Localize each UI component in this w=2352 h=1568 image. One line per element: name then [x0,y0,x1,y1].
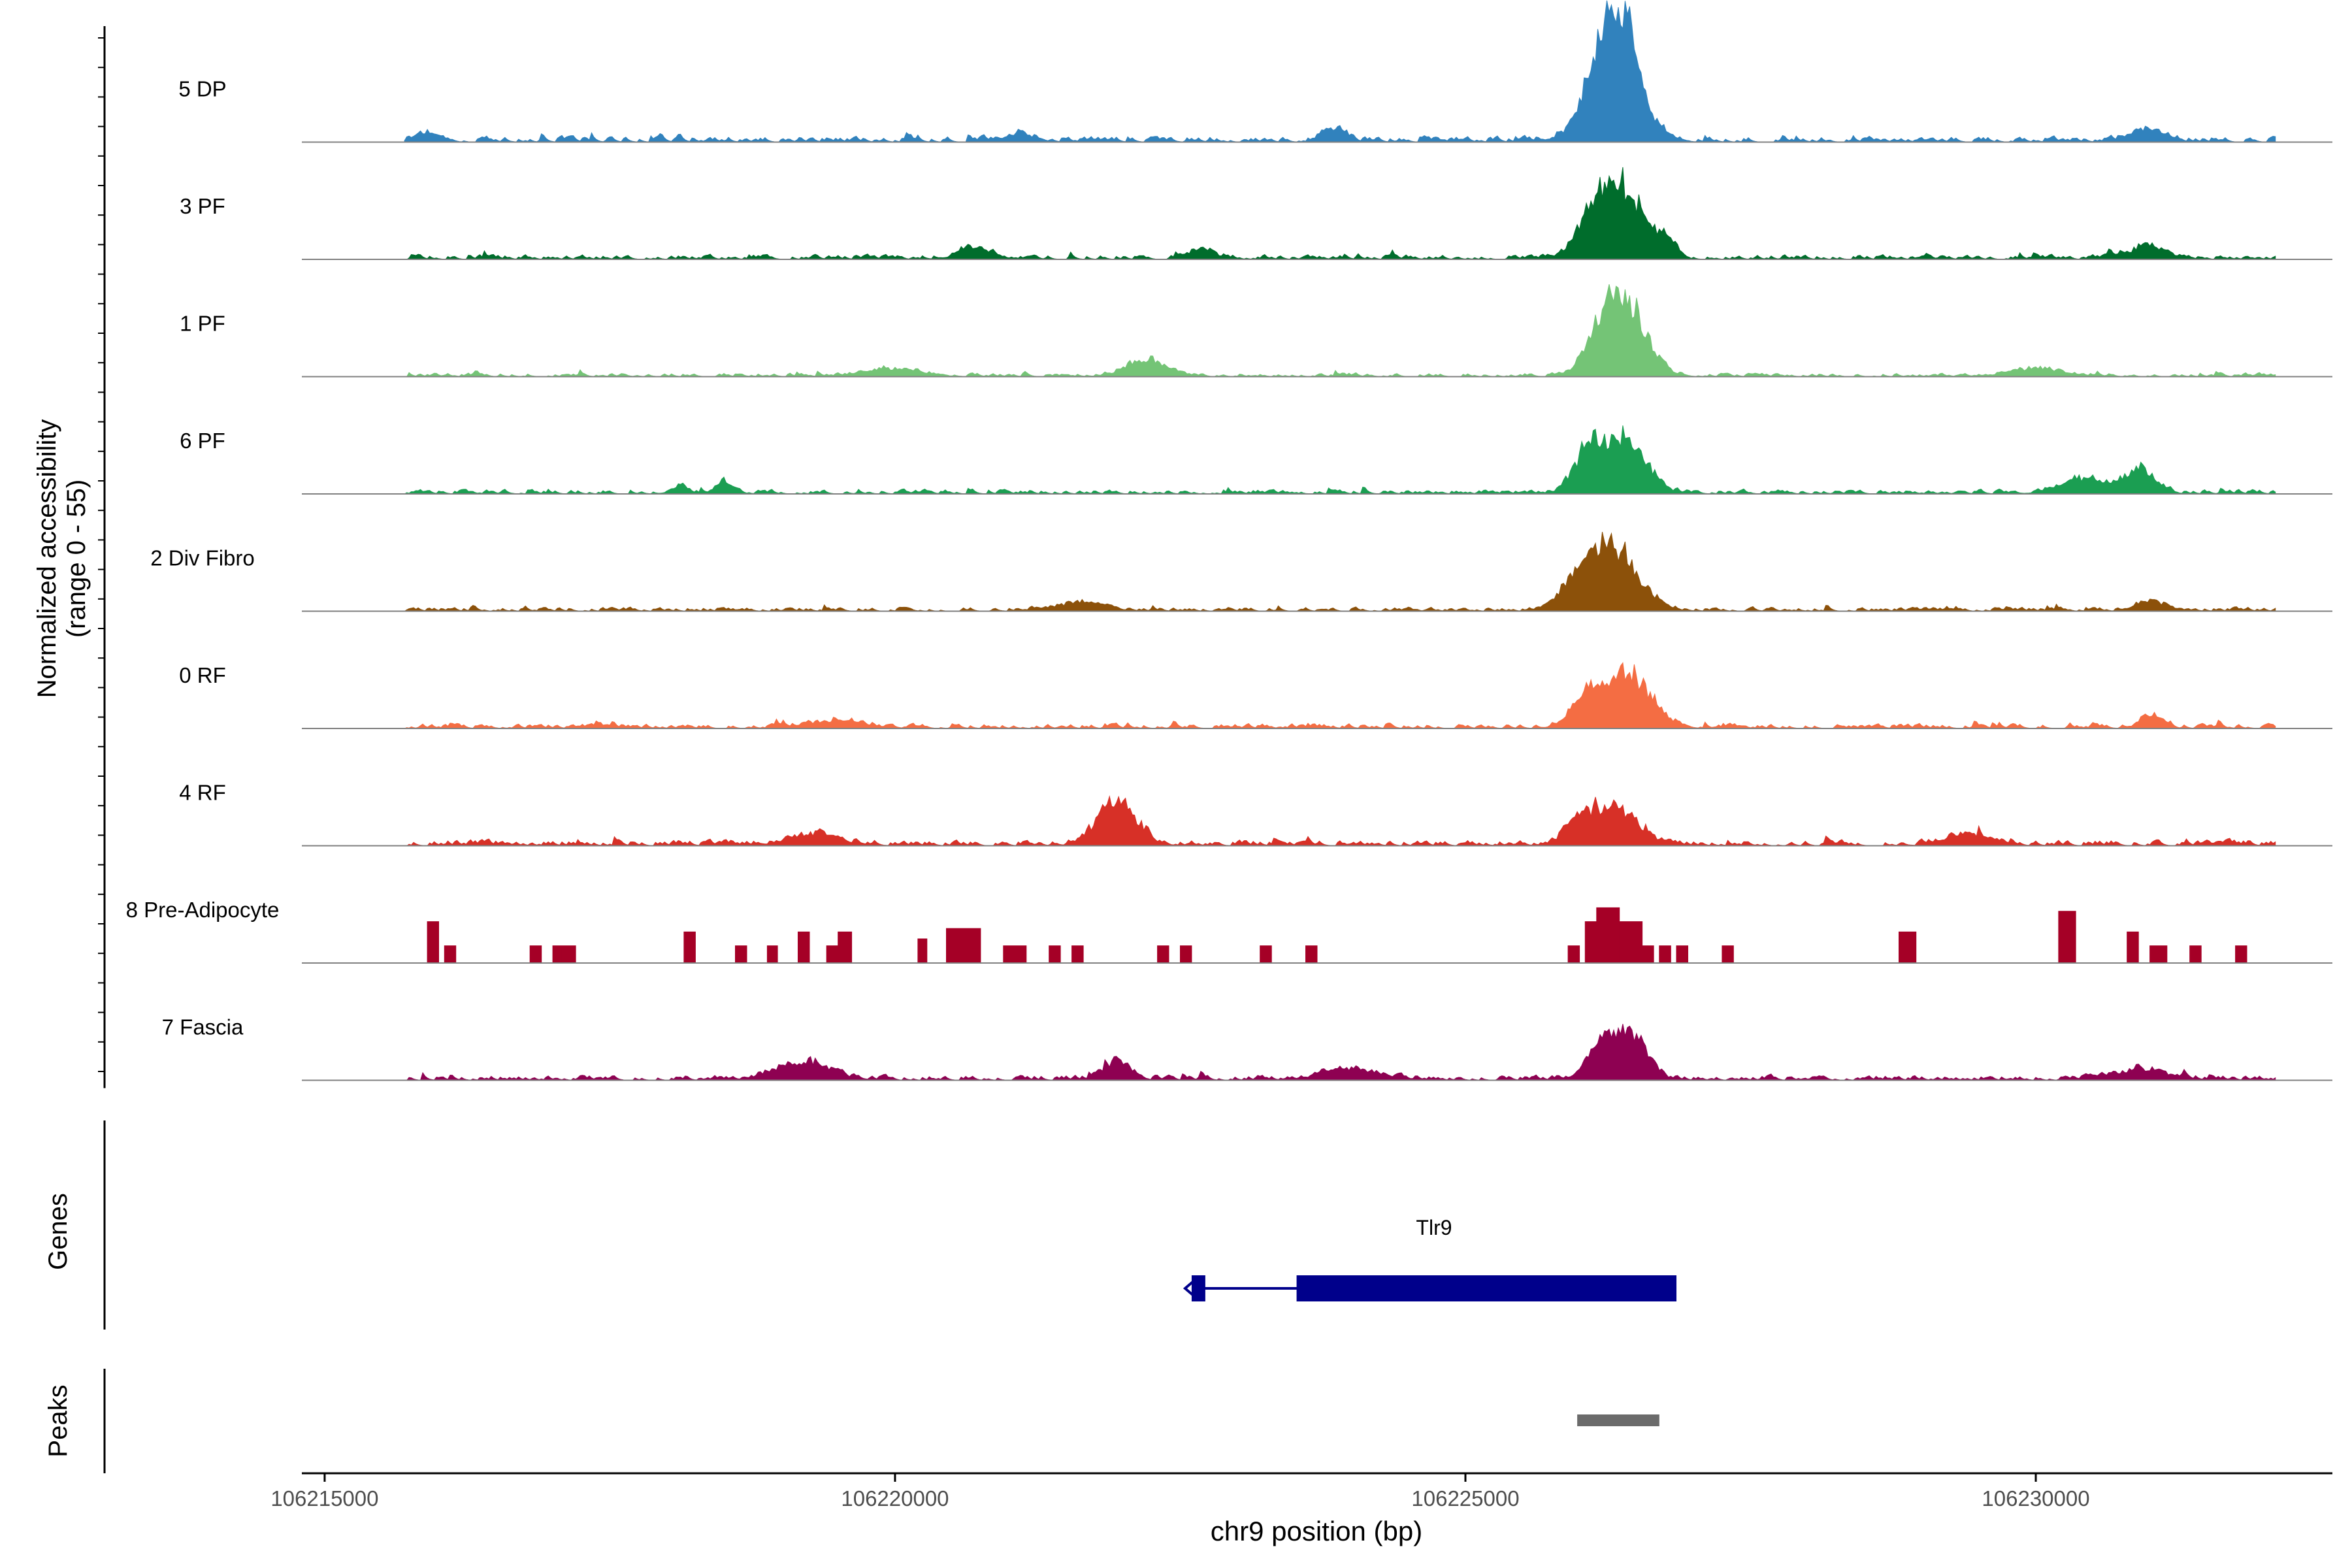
track-label: 0 RF [179,663,226,687]
genes-panel-label: Genes [44,1193,73,1270]
track-4-rf: 4 RF [179,781,2332,847]
y-axis-label-range: (range 0 - 55) [62,480,91,638]
coverage-area [404,662,2276,729]
track-8-pre-adipocyte: 8 Pre-Adipocyte [126,898,2332,964]
track-1-pf: 1 PF [180,284,2332,378]
gene-name-label: Tlr9 [1416,1216,1452,1239]
peak-region [1577,1414,1659,1426]
coverage-area [403,532,2276,612]
coverage-area [404,0,2276,142]
track-label: 8 Pre-Adipocyte [126,898,280,922]
coverage-area [404,167,2276,260]
coverage-tracks: 5 DP 3 PF 1 PF 6 PF 2 Div Fibro 0 RF 4 RF 8 Pre… [98,0,2332,1088]
track-label: 7 Fascia [162,1015,244,1039]
track-label: 5 DP [178,77,226,101]
coverage-area [404,795,2276,846]
peaks-panel-label: Peaks [44,1384,73,1457]
gene-exon [1296,1275,1677,1301]
x-tick-label: 106225000 [1411,1486,1519,1511]
track-label: 6 PF [180,429,225,453]
x-axis: 106215000 106220000 106225000 106230000 [270,1472,2332,1511]
track-label: 4 RF [179,781,226,805]
track-3-pf: 3 PF [180,167,2332,260]
y-axis-label: Normalized accessibility [33,419,61,698]
x-tick-label: 106220000 [841,1486,949,1511]
x-axis-label: chr9 position (bp) [1211,1516,1423,1546]
coverage-area [403,425,2276,495]
track-label: 1 PF [180,312,225,336]
coverage-area [404,907,2276,964]
track-2-div-fibro: 2 Div Fibro [150,532,2332,612]
track-7-fascia: 7 Fascia [162,1015,2332,1081]
track-label: 2 Div Fibro [150,546,255,570]
gene-exon [1191,1275,1205,1301]
track-5-dp: 5 DP [178,0,2332,143]
track-6-pf: 6 PF [180,425,2332,495]
coverage-area [404,284,2276,378]
coverage-area [404,1024,2276,1081]
x-tick-label: 106230000 [1982,1486,2089,1511]
peaks-panel [103,1369,1659,1473]
gene-tlr9: Tlr9 [1183,1216,1677,1301]
x-tick-label: 106215000 [270,1486,378,1511]
genes-panel: Tlr9 [103,1120,1677,1330]
gene-strand-arrow [1183,1279,1196,1298]
track-label: 3 PF [180,194,225,218]
track-0-rf: 0 RF [179,662,2332,729]
